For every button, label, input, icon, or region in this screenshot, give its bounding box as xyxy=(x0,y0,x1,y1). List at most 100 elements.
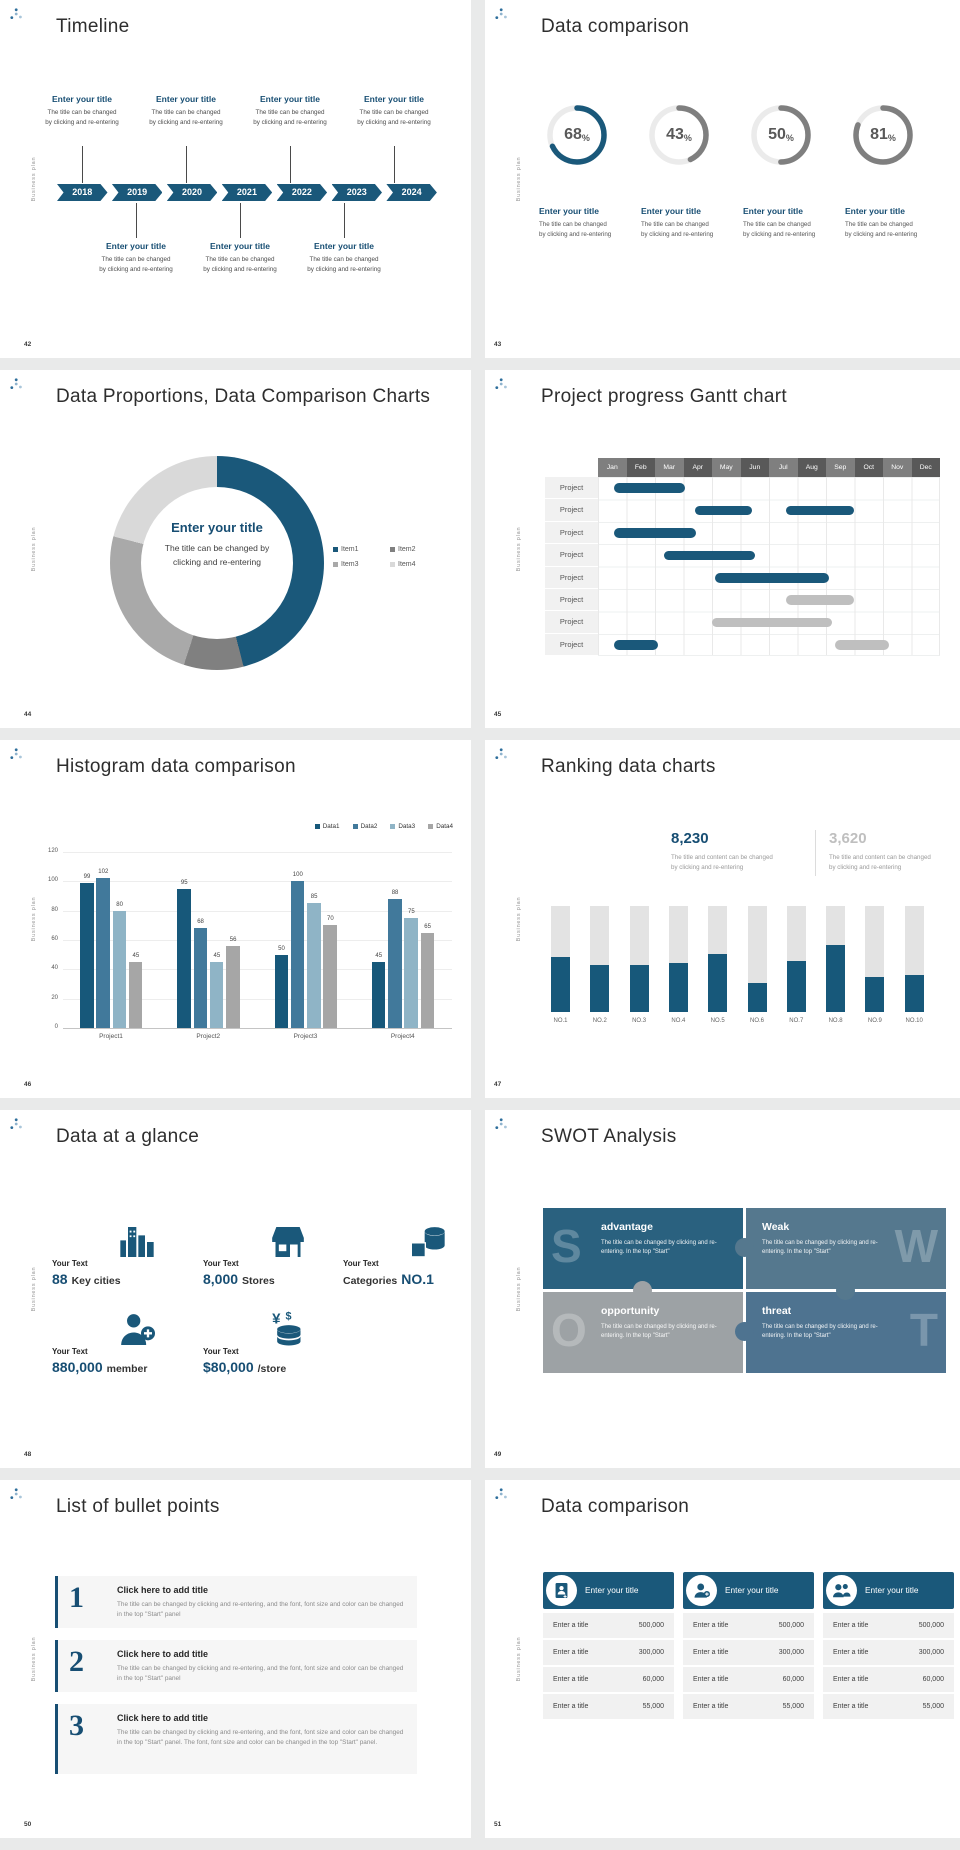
bullet-item[interactable]: 1 Click here to add title The title can be… xyxy=(55,1576,417,1628)
timeline-year-chip[interactable]: 2018 xyxy=(57,184,108,201)
table-row[interactable]: Enter a title 55,000 xyxy=(683,1694,814,1719)
timeline-year-chip[interactable]: 2023 xyxy=(331,184,382,201)
timeline-year-chip[interactable]: 2021 xyxy=(221,184,273,201)
table-row[interactable]: Enter a title 55,000 xyxy=(823,1694,954,1719)
slide-51-data-tables[interactable]: Business plan Data comparison Enter your… xyxy=(485,1480,960,1838)
table-row[interactable]: Enter a title 60,000 xyxy=(543,1667,674,1692)
gantt-bar[interactable] xyxy=(663,550,755,561)
histogram-bar[interactable] xyxy=(177,888,191,1028)
gridline xyxy=(63,852,452,853)
timeline-year-chip[interactable]: 2019 xyxy=(111,184,163,201)
page-title: List of bullet points xyxy=(56,1496,220,1517)
histogram-bar[interactable] xyxy=(290,881,305,1028)
table-row-value: 300,000 xyxy=(918,1649,944,1656)
histogram-bar[interactable] xyxy=(420,932,435,1028)
table-row-value: 500,000 xyxy=(918,1622,944,1629)
table-row-value: 60,000 xyxy=(922,1676,944,1683)
table-row[interactable]: Enter a title 60,000 xyxy=(683,1667,814,1692)
slide-45-gantt[interactable]: Business plan Project progress Gantt cha… xyxy=(485,370,960,728)
gantt-bar[interactable] xyxy=(786,505,855,516)
table-row[interactable]: Enter a title 300,000 xyxy=(543,1640,674,1665)
table-row[interactable]: Enter a title 300,000 xyxy=(823,1640,954,1665)
y-axis-tick-label: 100 xyxy=(47,877,58,884)
gantt-bar[interactable] xyxy=(834,640,889,650)
slide-46-histogram[interactable]: Business plan Histogram data comparison … xyxy=(0,740,471,1098)
y-axis-tick-label: 20 xyxy=(51,994,58,1001)
slide-44-data-proportions[interactable]: Business plan Data Proportions, Data Com… xyxy=(0,370,471,728)
gridline xyxy=(63,998,452,1000)
table-row[interactable]: Enter a title 500,000 xyxy=(683,1613,814,1638)
gantt-bar[interactable] xyxy=(694,505,752,516)
histogram-bar[interactable] xyxy=(274,954,288,1028)
ranking-bar-fill[interactable] xyxy=(747,983,767,1012)
timeline-year-chip[interactable]: 2022 xyxy=(276,184,328,201)
stat-divider xyxy=(815,830,816,876)
histogram-bar[interactable] xyxy=(371,962,386,1028)
ranking-bar-fill[interactable] xyxy=(590,965,610,1012)
ranking-bar-fill[interactable] xyxy=(865,977,885,1012)
histogram-bar[interactable] xyxy=(226,945,240,1028)
histogram-bar[interactable] xyxy=(323,925,337,1028)
swot-text: The title can be changed by clicking and… xyxy=(601,1324,717,1340)
timeline-item-title: Enter your title xyxy=(364,94,424,104)
legend-swatch xyxy=(428,824,434,829)
gantt-bar[interactable] xyxy=(712,617,832,628)
slide-43-data-comparison[interactable]: Business plan Data comparison 68% Enter y… xyxy=(485,0,960,358)
bullet-item[interactable]: 3 Click here to add title The title can be… xyxy=(55,1704,417,1774)
ranking-bar-fill[interactable] xyxy=(551,956,570,1012)
gantt-bar[interactable] xyxy=(613,528,697,538)
table-row-value: 55,000 xyxy=(642,1703,664,1710)
slide-48-data-glance[interactable]: Business plan Data at a glance Your Text… xyxy=(0,1110,471,1468)
table-row[interactable]: Enter a title 300,000 xyxy=(683,1640,814,1665)
histogram-bar[interactable] xyxy=(193,928,208,1028)
histogram-bar[interactable] xyxy=(404,918,418,1028)
page-title: Data at a glance xyxy=(56,1126,200,1147)
table-row[interactable]: Enter a title 60,000 xyxy=(823,1667,954,1692)
ranking-bar-fill[interactable] xyxy=(668,963,688,1012)
timeline-bottom-item: Enter your title The title can be changed… xyxy=(188,241,292,274)
histogram-bar[interactable] xyxy=(128,962,143,1028)
table-row[interactable]: Enter a title 500,000 xyxy=(823,1613,954,1638)
gantt-bar[interactable] xyxy=(613,640,658,650)
stat-value: 8,000 xyxy=(203,1271,239,1287)
legend-swatch xyxy=(390,547,395,552)
histogram-bar[interactable] xyxy=(112,910,127,1028)
ranking-bar-fill[interactable] xyxy=(708,953,728,1012)
stat-unit: /store xyxy=(257,1363,287,1375)
histogram-bar[interactable] xyxy=(209,962,224,1028)
slide-47-ranking[interactable]: Business plan Ranking data charts 8,230 T… xyxy=(485,740,960,1098)
x-axis-category-label: Project4 xyxy=(390,1033,415,1040)
gantt-bar[interactable] xyxy=(714,573,829,583)
bar-value-label: 45 xyxy=(213,953,221,959)
ranking-bar-fill[interactable] xyxy=(786,961,806,1012)
table-row[interactable]: Enter a title 55,000 xyxy=(543,1694,674,1719)
page-title: SWOT Analysis xyxy=(541,1126,677,1147)
histogram-bar[interactable] xyxy=(80,882,94,1028)
gantt-bar[interactable] xyxy=(786,595,855,605)
timeline-bottom-item: Enter your title The title can be changed… xyxy=(84,241,188,274)
stat-item: Your Text 88 Key cities xyxy=(52,1222,197,1302)
ranking-bar-fill[interactable] xyxy=(629,965,649,1012)
stat-unit: Stores xyxy=(242,1275,275,1287)
ranking-bar-fill[interactable] xyxy=(826,945,846,1012)
histogram-bar[interactable] xyxy=(307,903,321,1028)
table-row[interactable]: Enter a title 500,000 xyxy=(543,1613,674,1638)
histogram-bar[interactable] xyxy=(388,898,402,1028)
table-card-title: Enter your title xyxy=(865,1585,919,1595)
timeline-year-chip[interactable]: 2024 xyxy=(386,184,437,201)
swot-piece-weak[interactable]: W Weak The title can be changed by clickin… xyxy=(746,1208,946,1289)
slide-50-bullet-points[interactable]: Business plan List of bullet points 1 Cli… xyxy=(0,1480,471,1838)
progress-ring-desc: The title can be changed xyxy=(539,221,607,228)
gridline xyxy=(63,881,452,883)
bullet-item[interactable]: 2 Click here to add title The title can be… xyxy=(55,1640,417,1692)
chart-legend: Item1 Item2 Item3 Item4 xyxy=(333,546,443,568)
ranking-bar-fill[interactable] xyxy=(904,974,924,1012)
timeline-year-chip[interactable]: 2020 xyxy=(166,184,218,201)
slide-42-timeline[interactable]: Business plan Timeline Enter your title T… xyxy=(0,0,471,358)
gantt-bar[interactable] xyxy=(613,483,685,493)
histogram-bar[interactable] xyxy=(96,878,110,1028)
